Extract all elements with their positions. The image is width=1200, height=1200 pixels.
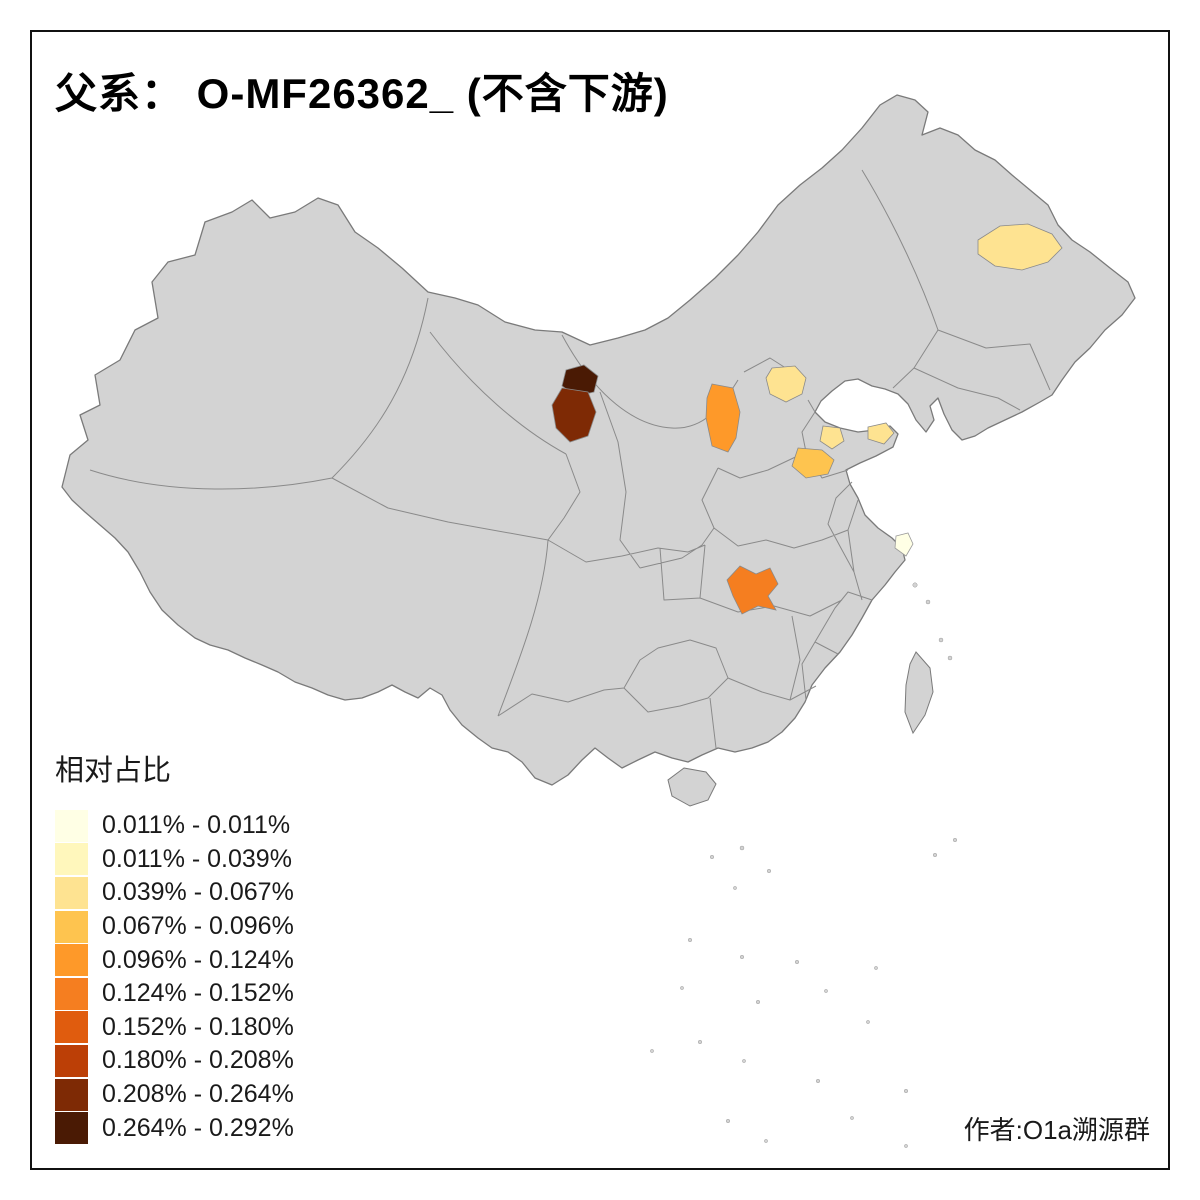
author-credit: 作者:O1a溯源群: [963, 1115, 1150, 1145]
legend-label: 0.039% - 0.067%: [102, 878, 294, 907]
legend-row: 0.011% - 0.011%: [55, 809, 294, 843]
china-mainland: [61, 94, 1136, 786]
region-shandong-peninsula: [867, 422, 895, 445]
page-title: 父系： O-MF26362_ (不含下游): [55, 70, 669, 117]
legend-swatch: [55, 1044, 88, 1077]
legend-swatch: [55, 1112, 88, 1145]
legend-swatch: [55, 1011, 88, 1044]
province-borders: [89, 169, 1051, 749]
hainan-island: [667, 767, 717, 807]
south-china-sea-islands: [650, 582, 958, 1148]
region-hebei: [765, 365, 807, 403]
legend-row: 0.011% - 0.039%: [55, 843, 294, 877]
legend-label: 0.264% - 0.292%: [102, 1113, 294, 1142]
legend-label: 0.011% - 0.039%: [102, 844, 292, 873]
legend-row: 0.152% - 0.180%: [55, 1011, 294, 1045]
legend-row: 0.180% - 0.208%: [55, 1044, 294, 1078]
legend-label: 0.124% - 0.152%: [102, 979, 294, 1008]
legend-label: 0.180% - 0.208%: [102, 1046, 294, 1075]
legend-swatch: [55, 809, 88, 842]
legend-swatch: [55, 977, 88, 1010]
region-ningxia-upper: [561, 364, 599, 397]
legend-title: 相对占比: [55, 755, 172, 787]
legend-swatch: [55, 910, 88, 943]
legend-label: 0.096% - 0.124%: [102, 945, 294, 974]
legend-row: 0.264% - 0.292%: [55, 1111, 294, 1145]
legend: 相对占比 0.011% - 0.011% 0.011% - 0.039% 0.0…: [55, 747, 294, 1145]
region-shanghai: [894, 532, 914, 557]
legend-swatch: [55, 1078, 88, 1111]
region-shandong-west: [791, 447, 835, 479]
region-chongqing: [726, 565, 779, 615]
legend-row: 0.039% - 0.067%: [55, 876, 294, 910]
frame-border: [30, 30, 1170, 1170]
legend-swatch: [55, 944, 88, 977]
legend-row: 0.208% - 0.264%: [55, 1078, 294, 1112]
legend-swatch: [55, 843, 88, 876]
legend-row: 0.067% - 0.096%: [55, 910, 294, 944]
legend-row: 0.096% - 0.124%: [55, 943, 294, 977]
region-shanxi: [705, 383, 741, 453]
legend-label: 0.067% - 0.096%: [102, 912, 294, 941]
legend-label: 0.011% - 0.011%: [102, 811, 291, 840]
legend-row: 0.124% - 0.152%: [55, 977, 294, 1011]
legend-label: 0.208% - 0.264%: [102, 1080, 294, 1109]
legend-label: 0.152% - 0.180%: [102, 1012, 294, 1041]
legend-swatch: [55, 876, 88, 909]
region-shandong-mid: [819, 425, 845, 450]
region-ningxia-lower: [551, 387, 597, 443]
region-heilongjiang: [977, 223, 1063, 271]
taiwan-island: [904, 651, 934, 735]
